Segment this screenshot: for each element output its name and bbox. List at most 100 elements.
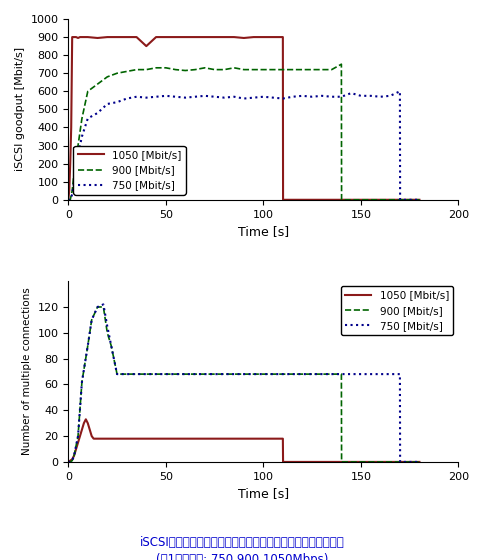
750 [Mbit/s] <box>134 371 139 377</box>
900 [Mbit/s] <box>71 452 77 459</box>
Line: 900 [Mbit/s]: 900 [Mbit/s] <box>68 64 420 200</box>
750 [Mbit/s] <box>143 371 149 377</box>
1050 [Mbit/s] <box>192 435 198 442</box>
1050 [Mbit/s] <box>368 197 374 203</box>
750 [Mbit/s] <box>368 371 374 377</box>
900 [Mbit/s] <box>338 61 344 68</box>
750 [Mbit/s] <box>85 115 91 122</box>
1050 [Mbit/s] <box>182 34 188 40</box>
750 [Mbit/s] <box>251 371 257 377</box>
900 [Mbit/s] <box>114 70 120 77</box>
Legend: 1050 [Mbit/s], 900 [Mbit/s], 750 [Mbit/s]: 1050 [Mbit/s], 900 [Mbit/s], 750 [Mbit/s… <box>341 286 453 335</box>
1050 [Mbit/s] <box>65 197 71 203</box>
750 [Mbit/s] <box>222 371 227 377</box>
750 [Mbit/s] <box>65 197 71 203</box>
1050 [Mbit/s] <box>251 435 257 442</box>
Line: 750 [Mbit/s]: 750 [Mbit/s] <box>68 91 420 200</box>
1050 [Mbit/s] <box>378 459 383 465</box>
1050 [Mbit/s] <box>71 34 77 40</box>
750 [Mbit/s] <box>300 92 305 99</box>
1050 [Mbit/s] <box>270 435 276 442</box>
900 [Mbit/s] <box>143 371 149 377</box>
1050 [Mbit/s] <box>75 439 81 446</box>
750 [Mbit/s] <box>105 323 110 330</box>
900 [Mbit/s] <box>378 459 383 465</box>
1050 [Mbit/s] <box>95 435 101 442</box>
750 [Mbit/s] <box>260 371 266 377</box>
Line: 900 [Mbit/s]: 900 [Mbit/s] <box>68 307 420 462</box>
1050 [Mbit/s] <box>329 459 334 465</box>
900 [Mbit/s] <box>95 304 101 310</box>
1050 [Mbit/s] <box>73 446 79 452</box>
900 [Mbit/s] <box>407 197 412 203</box>
750 [Mbit/s] <box>231 94 237 100</box>
1050 [Mbit/s] <box>87 426 92 433</box>
900 [Mbit/s] <box>134 66 139 73</box>
900 [Mbit/s] <box>231 64 237 71</box>
750 [Mbit/s] <box>387 371 393 377</box>
900 [Mbit/s] <box>143 66 149 73</box>
750 [Mbit/s] <box>338 371 344 377</box>
900 [Mbit/s] <box>309 371 315 377</box>
1050 [Mbit/s] <box>290 197 296 203</box>
900 [Mbit/s] <box>71 169 77 176</box>
1050 [Mbit/s] <box>143 435 149 442</box>
750 [Mbit/s] <box>378 94 383 100</box>
900 [Mbit/s] <box>358 459 364 465</box>
750 [Mbit/s] <box>69 191 75 198</box>
1050 [Mbit/s] <box>309 197 315 203</box>
Y-axis label: iSCSI goodput [Mbit/s]: iSCSI goodput [Mbit/s] <box>15 48 25 171</box>
1050 [Mbit/s] <box>83 416 89 423</box>
750 [Mbit/s] <box>358 92 364 99</box>
900 [Mbit/s] <box>339 197 345 203</box>
750 [Mbit/s] <box>378 371 383 377</box>
900 [Mbit/s] <box>212 371 217 377</box>
750 [Mbit/s] <box>79 133 85 140</box>
750 [Mbit/s] <box>71 178 77 185</box>
750 [Mbit/s] <box>192 94 198 100</box>
750 [Mbit/s] <box>397 197 403 203</box>
Line: 1050 [Mbit/s]: 1050 [Mbit/s] <box>68 37 420 200</box>
750 [Mbit/s] <box>95 110 101 116</box>
900 [Mbit/s] <box>163 64 169 71</box>
1050 [Mbit/s] <box>182 435 188 442</box>
900 [Mbit/s] <box>212 66 217 73</box>
1050 [Mbit/s] <box>83 34 89 40</box>
1050 [Mbit/s] <box>251 34 257 40</box>
900 [Mbit/s] <box>319 371 325 377</box>
900 [Mbit/s] <box>163 371 169 377</box>
1050 [Mbit/s] <box>153 34 159 40</box>
750 [Mbit/s] <box>95 304 101 310</box>
750 [Mbit/s] <box>417 197 423 203</box>
1050 [Mbit/s] <box>417 459 423 465</box>
750 [Mbit/s] <box>75 151 81 158</box>
900 [Mbit/s] <box>368 197 374 203</box>
900 [Mbit/s] <box>329 371 334 377</box>
750 [Mbit/s] <box>329 371 334 377</box>
900 [Mbit/s] <box>101 304 106 310</box>
750 [Mbit/s] <box>212 371 217 377</box>
900 [Mbit/s] <box>153 64 159 71</box>
900 [Mbit/s] <box>182 67 188 74</box>
750 [Mbit/s] <box>348 90 354 96</box>
750 [Mbit/s] <box>290 371 296 377</box>
1050 [Mbit/s] <box>153 435 159 442</box>
900 [Mbit/s] <box>105 329 110 336</box>
Y-axis label: Number of multiple connections: Number of multiple connections <box>22 288 32 455</box>
750 [Mbit/s] <box>67 459 73 465</box>
900 [Mbit/s] <box>202 64 208 71</box>
1050 [Mbit/s] <box>222 34 227 40</box>
900 [Mbit/s] <box>368 459 374 465</box>
1050 [Mbit/s] <box>105 435 110 442</box>
900 [Mbit/s] <box>300 371 305 377</box>
750 [Mbit/s] <box>319 92 325 99</box>
750 [Mbit/s] <box>280 95 286 102</box>
1050 [Mbit/s] <box>68 124 74 131</box>
750 [Mbit/s] <box>71 452 77 459</box>
750 [Mbit/s] <box>270 94 276 101</box>
750 [Mbit/s] <box>173 371 179 377</box>
1050 [Mbit/s] <box>134 34 139 40</box>
900 [Mbit/s] <box>173 66 179 73</box>
900 [Mbit/s] <box>417 197 423 203</box>
750 [Mbit/s] <box>114 371 120 377</box>
